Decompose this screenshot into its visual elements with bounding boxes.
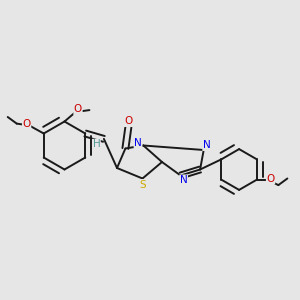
Text: H: H (92, 139, 100, 149)
Text: O: O (124, 116, 133, 127)
Text: O: O (74, 104, 82, 115)
Text: N: N (180, 175, 188, 185)
Text: S: S (139, 179, 146, 190)
Text: O: O (266, 174, 275, 184)
Text: N: N (203, 140, 211, 151)
Text: N: N (134, 137, 142, 148)
Text: O: O (22, 118, 31, 129)
